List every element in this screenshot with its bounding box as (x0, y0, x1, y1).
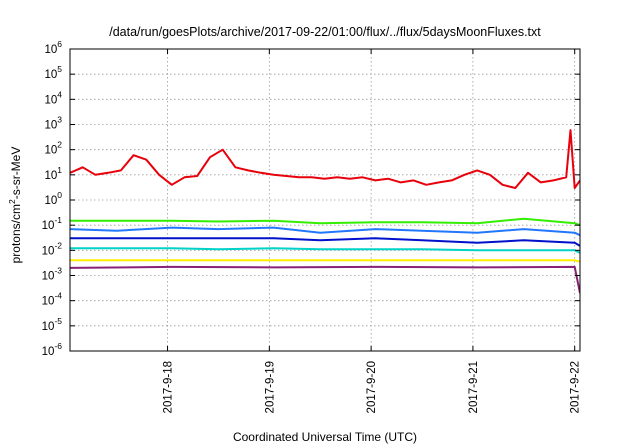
plot-grid (70, 49, 580, 351)
y-tick-exponent: 0 (57, 190, 62, 200)
series-line-3 (70, 226, 580, 237)
y-tick-base: 10 (42, 220, 55, 232)
y-tick-label: 105 (44, 64, 62, 81)
y-tick-label: 101 (44, 165, 62, 182)
y-tick-exponent: 6 (57, 39, 62, 49)
y-tick-exponent: -2 (54, 240, 62, 250)
y-tick-exponent: 1 (57, 165, 62, 175)
y-tick-label: 10-4 (42, 291, 63, 308)
y-tick-exponent: -6 (54, 341, 62, 351)
y-tick-label: 10-3 (42, 266, 63, 283)
y-tick-base: 10 (44, 69, 57, 81)
y-tick-label: 10-5 (42, 316, 63, 333)
y-tick-base: 10 (44, 120, 57, 132)
x-axis-ticks: 2017-9-18 2017-9-19 2017-9-20 2017-9-21 2017… (163, 49, 582, 413)
y-tick-label: 10-1 (42, 215, 63, 232)
y-tick-exponent: -4 (54, 291, 62, 301)
y-tick-base: 10 (44, 170, 57, 182)
series-line-6 (70, 259, 580, 263)
x-tick-label: 2017-9-21 (468, 361, 480, 413)
y-tick-exponent: 3 (57, 115, 62, 125)
y-axis-label-exponent: 2 (7, 199, 17, 204)
y-tick-label: 10-6 (42, 341, 63, 358)
y-tick-exponent: -1 (54, 215, 62, 225)
series-line-5 (70, 247, 580, 254)
y-axis-label: protons/cm2-s-sr-MeV (7, 147, 23, 264)
y-tick-exponent: 2 (57, 140, 62, 150)
y-tick-base: 10 (42, 346, 55, 358)
y-tick-exponent: -5 (54, 316, 62, 326)
x-tick-label: 2017-9-22 (570, 361, 582, 413)
y-tick-exponent: 5 (57, 64, 62, 74)
y-tick-base: 10 (44, 145, 57, 157)
y-axis-label-post: -s-sr-MeV (9, 147, 23, 200)
y-tick-label: 10-2 (42, 240, 63, 257)
y-tick-base: 10 (44, 195, 57, 207)
y-tick-base: 10 (42, 245, 55, 257)
y-axis-label-pre: protons/cm (9, 204, 23, 263)
y-tick-base: 10 (44, 94, 57, 106)
series-layer (70, 129, 580, 294)
series-line-2 (70, 217, 580, 227)
y-tick-label: 100 (44, 190, 62, 207)
y-tick-exponent: -3 (54, 266, 62, 276)
x-axis-label: Coordinated Universal Time (UTC) (233, 430, 417, 444)
y-tick-exponent: 4 (57, 89, 62, 99)
y-tick-base: 10 (44, 44, 57, 56)
y-tick-base: 10 (42, 321, 55, 333)
x-tick-label: 2017-9-20 (366, 361, 378, 413)
y-tick-label: 103 (44, 115, 62, 132)
y-axis-ticks: 10-610-510-410-310-210-11001011021031041… (42, 39, 580, 358)
series-line-4 (70, 237, 580, 247)
y-tick-label: 106 (44, 39, 62, 56)
y-tick-label: 102 (44, 140, 62, 157)
x-tick-label: 2017-9-19 (264, 361, 276, 413)
y-tick-base: 10 (42, 271, 55, 283)
x-tick-label: 2017-9-18 (163, 361, 175, 413)
series-line-1 (70, 129, 580, 189)
chart-title: /data/run/goesPlots/archive/2017-09-22/0… (109, 25, 541, 39)
series-line-7 (70, 265, 580, 294)
y-tick-label: 104 (44, 89, 62, 106)
y-tick-base: 10 (42, 296, 55, 308)
